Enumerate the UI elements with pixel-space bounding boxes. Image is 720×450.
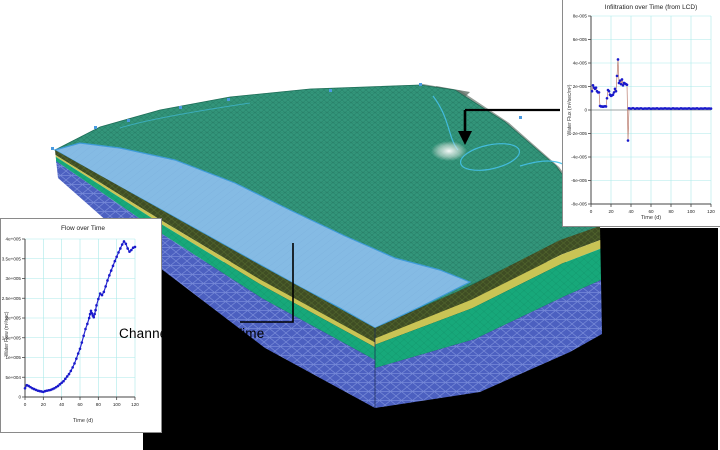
layer-yellow-left	[55, 155, 375, 348]
layer-olive-left	[55, 150, 375, 343]
svg-text:-8e-005: -8e-005	[571, 202, 587, 207]
layer-olive-right	[375, 226, 601, 339]
svg-text:8e-005: 8e-005	[573, 14, 588, 19]
svg-text:60: 60	[648, 209, 654, 214]
svg-text:5e+004: 5e+004	[6, 375, 22, 380]
svg-text:80: 80	[668, 209, 674, 214]
svg-text:-6e-005: -6e-005	[571, 178, 587, 183]
svg-text:0: 0	[18, 395, 21, 400]
svg-text:4e-005: 4e-005	[573, 61, 588, 66]
svg-text:1e+005: 1e+005	[6, 355, 22, 360]
river-area	[53, 142, 472, 329]
svg-text:20: 20	[608, 209, 614, 214]
infiltration-chart-ylabel: Water Flux (m³/sec/m²)	[567, 84, 573, 135]
svg-text:0: 0	[590, 209, 593, 214]
svg-text:-2e-005: -2e-005	[571, 131, 587, 136]
svg-text:120: 120	[131, 402, 139, 407]
svg-text:2e+005: 2e+005	[6, 316, 22, 321]
channel-flow-label: Channel flow over Time	[119, 326, 265, 341]
svg-text:6e-005: 6e-005	[573, 37, 588, 42]
svg-text:100: 100	[687, 209, 695, 214]
infiltration-chart-xlabel: Time (d)	[641, 215, 661, 221]
infiltration-spot	[431, 141, 467, 161]
infiltration-chart-card: Infiltration over Time (from LCD) Water …	[562, 0, 720, 227]
infiltration-chart-title: Infiltration over Time (from LCD)	[605, 4, 697, 11]
svg-text:3e+005: 3e+005	[6, 276, 22, 281]
layer-green-left	[55, 156, 375, 360]
contour-loop	[459, 143, 521, 171]
svg-text:0: 0	[24, 402, 27, 407]
flow-chart-ylabel: Water Flow (m³/sec)	[4, 311, 10, 356]
svg-text:4e+005: 4e+005	[6, 237, 22, 242]
flow-chart: Flow over Time Water Flow (m³/sec) Time …	[2, 225, 140, 424]
svg-text:1.5e+005: 1.5e+005	[2, 335, 22, 340]
svg-text:2e-005: 2e-005	[573, 84, 588, 89]
infiltration-chart: Infiltration over Time (from LCD) Water …	[567, 4, 715, 221]
svg-text:120: 120	[707, 209, 715, 214]
svg-text:40: 40	[628, 209, 634, 214]
flow-chart-title: Flow over Time	[61, 225, 105, 232]
flow-chart-xlabel: Time (d)	[73, 418, 93, 424]
svg-text:20: 20	[41, 402, 47, 407]
svg-text:3.5e+005: 3.5e+005	[2, 256, 22, 261]
svg-text:60: 60	[77, 402, 83, 407]
svg-text:2.5e+005: 2.5e+005	[2, 296, 22, 301]
layer-blue-right	[375, 280, 602, 408]
svg-text:100: 100	[113, 402, 121, 407]
infiltration-arrow	[458, 108, 560, 145]
svg-text:40: 40	[59, 402, 65, 407]
svg-text:80: 80	[96, 402, 102, 407]
flow-chart-card: Flow over Time Water Flow (m³/sec) Time …	[0, 218, 162, 433]
river-callout-line	[240, 243, 294, 323]
svg-text:0: 0	[584, 108, 587, 113]
contour-line	[119, 102, 251, 129]
svg-text:-4e-005: -4e-005	[571, 155, 587, 160]
layer-green-right	[375, 248, 601, 368]
layer-yellow-right	[375, 240, 601, 345]
